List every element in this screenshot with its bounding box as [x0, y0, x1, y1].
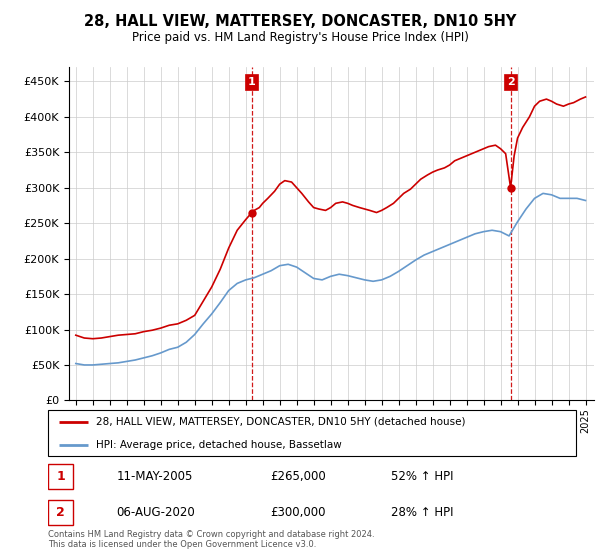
- FancyBboxPatch shape: [48, 464, 73, 489]
- Text: 2: 2: [56, 506, 65, 519]
- Text: 11-MAY-2005: 11-MAY-2005: [116, 470, 193, 483]
- Text: £300,000: £300,000: [270, 506, 325, 519]
- Text: 06-AUG-2020: 06-AUG-2020: [116, 506, 196, 519]
- Text: Contains HM Land Registry data © Crown copyright and database right 2024.
This d: Contains HM Land Registry data © Crown c…: [48, 530, 374, 549]
- Text: 28% ↑ HPI: 28% ↑ HPI: [391, 506, 454, 519]
- Text: HPI: Average price, detached house, Bassetlaw: HPI: Average price, detached house, Bass…: [95, 440, 341, 450]
- Text: 28, HALL VIEW, MATTERSEY, DONCASTER, DN10 5HY (detached house): 28, HALL VIEW, MATTERSEY, DONCASTER, DN1…: [95, 417, 465, 427]
- Text: £265,000: £265,000: [270, 470, 326, 483]
- Text: 1: 1: [56, 470, 65, 483]
- Text: 28, HALL VIEW, MATTERSEY, DONCASTER, DN10 5HY: 28, HALL VIEW, MATTERSEY, DONCASTER, DN1…: [84, 14, 516, 29]
- Text: 1: 1: [248, 77, 256, 87]
- FancyBboxPatch shape: [48, 500, 73, 525]
- Text: 52% ↑ HPI: 52% ↑ HPI: [391, 470, 454, 483]
- Text: Price paid vs. HM Land Registry's House Price Index (HPI): Price paid vs. HM Land Registry's House …: [131, 31, 469, 44]
- Text: 2: 2: [507, 77, 514, 87]
